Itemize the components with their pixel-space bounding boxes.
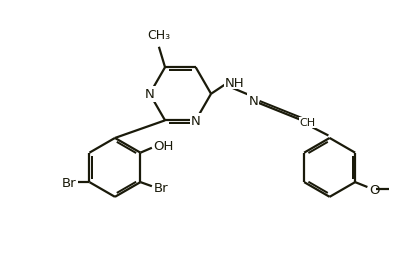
Text: N: N: [145, 88, 155, 101]
Text: CH₃: CH₃: [147, 28, 171, 41]
Text: N: N: [248, 95, 258, 108]
Text: NH: NH: [225, 76, 245, 89]
Text: N: N: [191, 114, 201, 127]
Text: OH: OH: [153, 140, 174, 153]
Text: Br: Br: [62, 176, 76, 189]
Text: Br: Br: [153, 181, 168, 194]
Text: O: O: [369, 183, 380, 196]
Text: CH: CH: [299, 118, 315, 128]
